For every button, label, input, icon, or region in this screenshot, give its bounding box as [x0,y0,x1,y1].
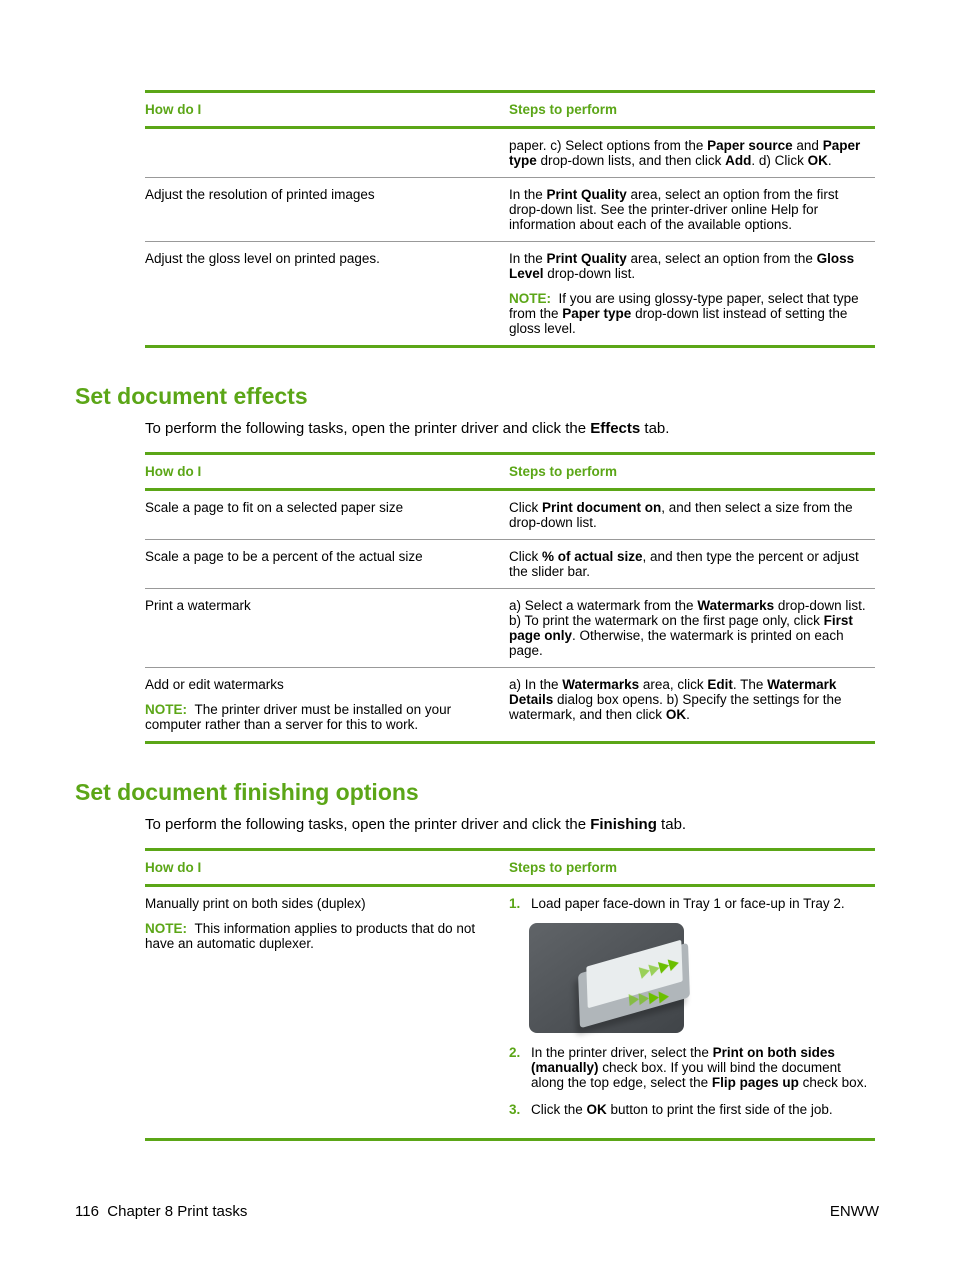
heading-effects: Set document effects [75,383,879,410]
note-block: NOTE: This information applies to produc… [145,921,505,951]
table-row: Manually print on both sides (duplex) NO… [145,886,875,1140]
table-header-row: How do I Steps to perform [145,92,875,128]
list-item: 1. Load paper face-down in Tray 1 or fac… [509,896,871,911]
table-row: Adjust the gloss level on printed pages.… [145,242,875,347]
table-row: Print a watermark a) Select a watermark … [145,589,875,668]
page-number: 116 [75,1203,99,1220]
table-effects: How do I Steps to perform Scale a page t… [145,452,875,744]
list-item: 2. In the printer driver, select the Pri… [509,1045,871,1090]
note-block: NOTE: If you are using glossy-type paper… [509,291,871,336]
cell-question: Adjust the resolution of printed images [145,178,509,242]
cell-question: Adjust the gloss level on printed pages. [145,242,509,347]
page-footer: 116 Chapter 8 Print tasks ENWW [75,1203,879,1220]
col-steps: Steps to perform [509,454,875,490]
table-row: Add or edit watermarks NOTE: The printer… [145,668,875,743]
chapter-label: Chapter 8 Print tasks [107,1203,247,1220]
col-how-do-i: How do I [145,92,509,128]
col-steps: Steps to perform [509,92,875,128]
cell-answer: In the Print Quality area, select an opt… [509,178,875,242]
table-row: Adjust the resolution of printed images … [145,178,875,242]
intro-finishing: To perform the following tasks, open the… [145,816,879,833]
cell-answer: In the Print Quality area, select an opt… [509,242,875,347]
printer-tray-illustration [529,923,684,1033]
intro-effects: To perform the following tasks, open the… [145,420,879,437]
note-block: NOTE: The printer driver must be install… [145,702,505,732]
table-row: paper. c) Select options from the Paper … [145,128,875,178]
note-label: NOTE: [509,291,551,306]
steps-list: 1. Load paper face-down in Tray 1 or fac… [509,896,871,1117]
table-print-quality: How do I Steps to perform paper. c) Sele… [145,90,875,348]
cell-answer: paper. c) Select options from the Paper … [509,128,875,178]
arrow-icon [658,991,669,1004]
table-finishing: How do I Steps to perform Manually print… [145,848,875,1141]
col-how-do-i: How do I [145,850,509,886]
list-item: 3. Click the OK button to print the firs… [509,1102,871,1117]
document-page: How do I Steps to perform paper. c) Sele… [0,0,954,1270]
cell-question [145,128,509,178]
table-row: Scale a page to fit on a selected paper … [145,490,875,540]
col-how-do-i: How do I [145,454,509,490]
table-row: Scale a page to be a percent of the actu… [145,540,875,589]
footer-brand: ENWW [830,1203,879,1220]
heading-finishing: Set document finishing options [75,779,879,806]
col-steps: Steps to perform [509,850,875,886]
